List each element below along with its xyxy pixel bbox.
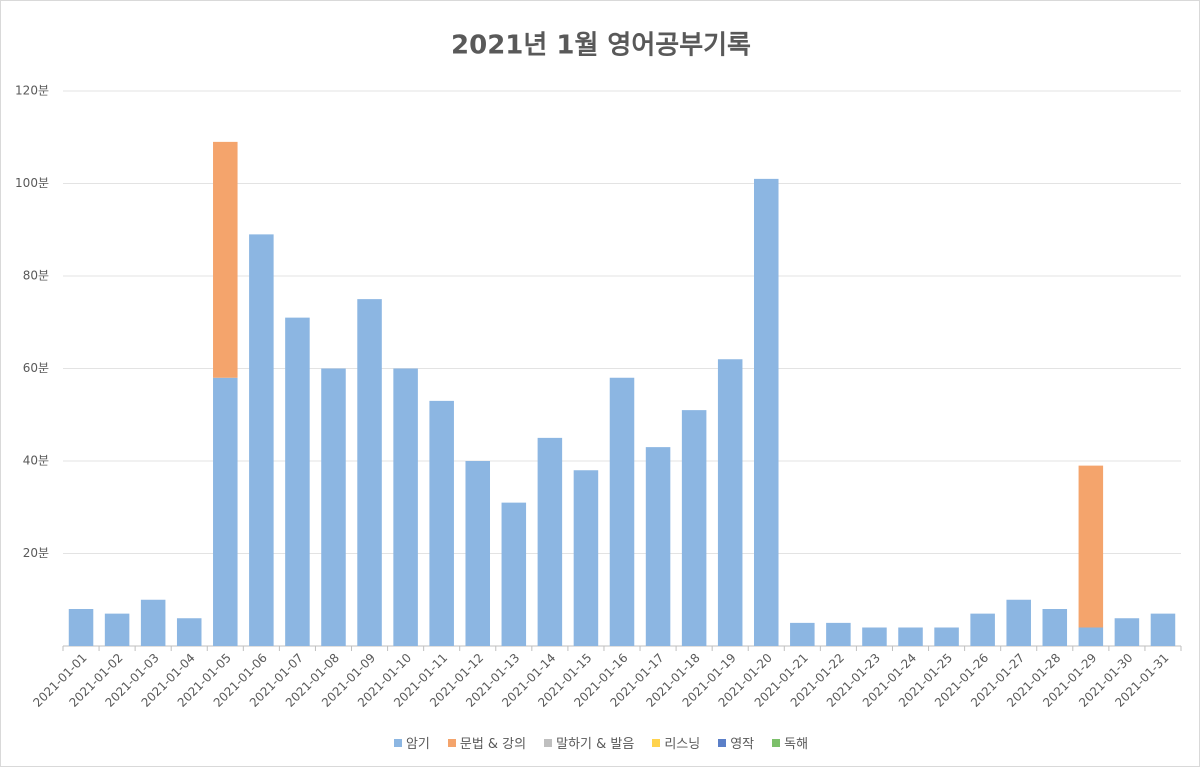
legend-item: 말하기 & 발음	[544, 733, 634, 752]
bar-segment	[176, 618, 202, 646]
bar-segment	[862, 627, 887, 646]
bar-segment	[393, 368, 418, 646]
bar-segment	[465, 461, 491, 646]
legend-item: 독해	[772, 733, 808, 752]
legend: 암기 문법 & 강의 말하기 & 발음 리스닝 영작 독해	[1, 733, 1199, 752]
chart-title: 2021년 1월 영어공부기록	[451, 31, 751, 61]
bar-segment	[609, 377, 635, 646]
y-tick-label: 60분	[23, 361, 49, 375]
bar-segment	[1006, 599, 1031, 646]
bar-segment	[537, 437, 563, 646]
bar-segment	[898, 627, 923, 646]
y-tick-label: 80분	[23, 269, 49, 283]
legend-label: 암기	[405, 737, 430, 752]
legend-item: 영작	[718, 733, 754, 752]
bar-segment	[970, 613, 995, 646]
bar-segment	[753, 178, 779, 646]
legend-swatch	[652, 738, 661, 747]
bar-segment	[1114, 618, 1140, 646]
legend-swatch	[718, 738, 727, 747]
bar-segment	[285, 317, 310, 646]
bar-segment	[357, 299, 382, 646]
legend-label: 말하기 & 발음	[556, 737, 635, 752]
bar-segment	[140, 599, 166, 646]
bar-segment	[249, 234, 274, 646]
y-tick-label: 40분	[23, 454, 49, 468]
legend-swatch	[544, 738, 553, 747]
bar-segment	[1078, 465, 1104, 628]
legend-label: 독해	[784, 737, 809, 752]
legend-label: 문법 & 강의	[459, 737, 527, 752]
y-tick-label: 120분	[15, 84, 49, 98]
bar-segment	[1078, 627, 1104, 646]
bar-segment	[934, 627, 959, 646]
legend-swatch	[447, 738, 456, 747]
bar-segment	[501, 502, 527, 646]
y-tick-label: 100분	[15, 176, 49, 190]
bar-segment	[321, 368, 346, 646]
legend-swatch	[772, 738, 781, 747]
bar-segment	[104, 613, 130, 646]
bar-segment	[213, 141, 238, 378]
bar-segment	[213, 377, 238, 646]
bar-segment	[645, 447, 671, 646]
legend-item: 암기	[393, 733, 430, 752]
bar-segment	[681, 410, 707, 646]
bar-segment	[1150, 613, 1176, 646]
legend-label: 리스닝	[664, 737, 701, 752]
bar-segment	[790, 622, 815, 646]
bar-segment	[826, 622, 851, 646]
bar-segment	[717, 359, 743, 646]
legend-item: 리스닝	[652, 733, 700, 752]
bar-segment	[1042, 609, 1068, 646]
legend-swatch	[393, 738, 402, 747]
bar-segment	[573, 470, 599, 646]
bar-segment	[429, 400, 454, 646]
legend-item: 문법 & 강의	[447, 733, 527, 752]
y-tick-label: 20분	[23, 546, 49, 560]
legend-label: 영작	[730, 737, 755, 752]
bar-segment	[68, 609, 94, 646]
